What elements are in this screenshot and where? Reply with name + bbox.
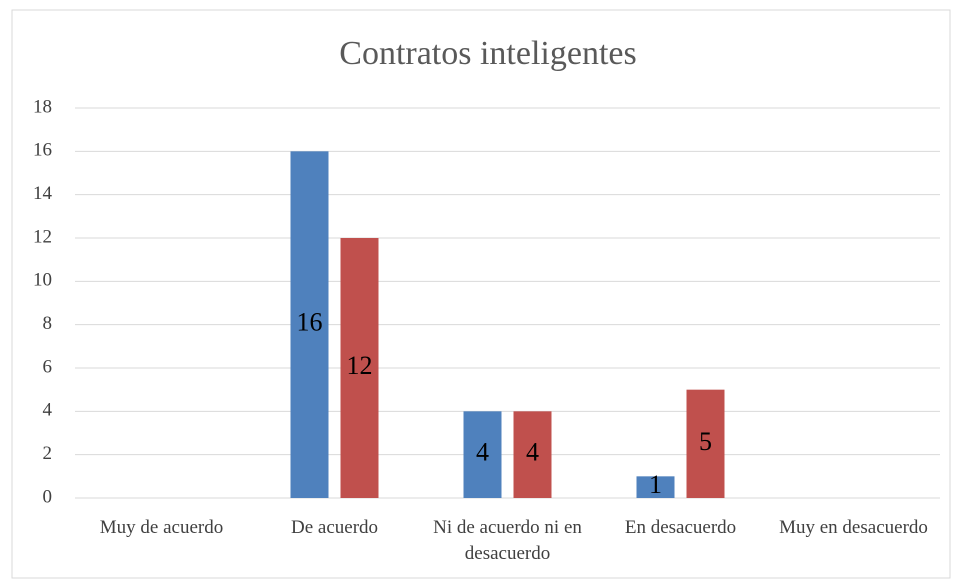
x-tick-label: Muy de acuerdo	[99, 517, 224, 538]
x-tick-label: Ni de acuerdo ni en desacuerdo	[433, 517, 582, 564]
data-label: 4	[526, 438, 539, 467]
y-tick-label: 4	[43, 400, 53, 421]
x-tick-label: En desacuerdo	[624, 517, 737, 538]
y-tick-label: 0	[43, 486, 53, 507]
y-tick-label: 18	[33, 96, 52, 117]
bar	[686, 389, 725, 498]
bar	[463, 411, 502, 498]
y-tick-label: 14	[33, 183, 53, 204]
y-tick-label: 6	[43, 356, 53, 377]
x-tick-label: Muy en desacuerdo	[779, 517, 928, 538]
data-label: 4	[476, 438, 489, 467]
y-tick-label: 16	[33, 140, 52, 161]
y-tick-label: 2	[43, 443, 53, 464]
bar	[636, 476, 675, 498]
data-label: 16	[297, 308, 323, 337]
y-tick-label: 8	[43, 313, 53, 334]
chart-title: Contratos inteligentes	[339, 35, 636, 72]
y-tick-label: 10	[33, 270, 52, 291]
bar	[513, 411, 552, 498]
data-label: 1	[649, 470, 662, 499]
data-label: 12	[347, 351, 373, 380]
y-tick-label: 12	[33, 226, 52, 247]
bar	[340, 238, 379, 498]
bar	[290, 151, 329, 499]
x-tick-label: De acuerdo	[290, 517, 379, 538]
data-label: 5	[699, 427, 712, 456]
